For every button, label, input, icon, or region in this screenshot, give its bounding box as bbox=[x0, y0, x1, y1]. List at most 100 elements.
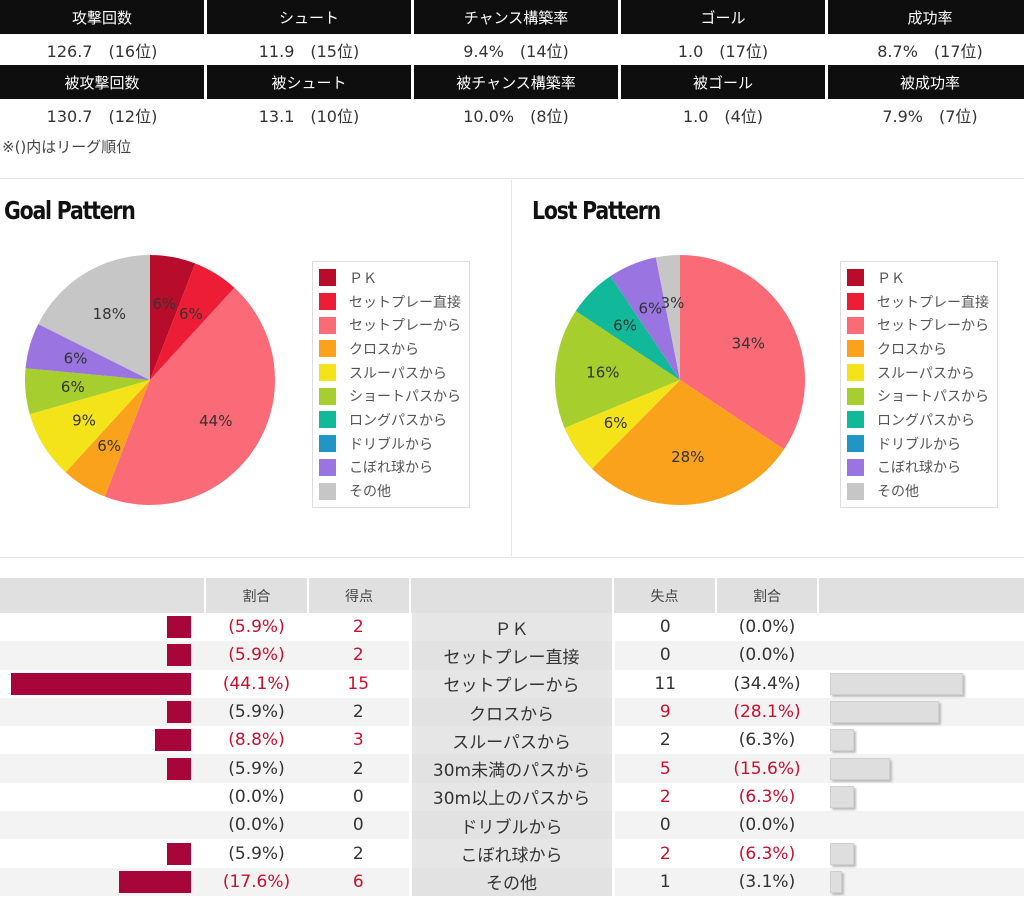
divider bbox=[0, 557, 1024, 558]
legend-item: ショートパスから bbox=[319, 384, 461, 408]
rank-note: ※()内はリーグ順位 bbox=[2, 138, 132, 156]
stats-value: 1.0 (4位) bbox=[682, 106, 764, 126]
goal-count: 2 bbox=[308, 641, 410, 670]
slice-label: 28% bbox=[671, 448, 704, 466]
goal-bar bbox=[166, 701, 191, 724]
lost-count: 2 bbox=[659, 730, 671, 751]
legend-label: ショートパスから bbox=[877, 389, 989, 406]
pie-slice bbox=[29, 380, 150, 473]
lost-bar bbox=[830, 729, 855, 752]
pie-slice bbox=[564, 380, 680, 469]
slice-label: 6% bbox=[604, 414, 628, 432]
stats-value: 8.7% (17位) bbox=[877, 41, 983, 61]
stats-value: 13.1 (10位) bbox=[258, 106, 360, 126]
goal-count: 0 bbox=[352, 786, 364, 807]
pie-slice bbox=[680, 255, 805, 450]
lost-pattern-title: Lost Pattern bbox=[532, 196, 661, 225]
stats-header-row: 攻撃回数 シュート チャンス構築率 ゴール 成功率 bbox=[0, 0, 1024, 34]
lost-bar bbox=[830, 842, 855, 865]
goal-bar-cell bbox=[0, 783, 205, 811]
stats-header: ゴール bbox=[621, 0, 825, 34]
stats-table: 攻撃回数 シュート チャンス構築率 ゴール 成功率 126.7 (16位) 11… bbox=[0, 0, 1024, 130]
table-row: (17.6%) 6 その他 1 (3.1%) bbox=[0, 867, 1024, 896]
legend-label: ＰＫ bbox=[349, 270, 377, 287]
stats-value: 10.0% (8位) bbox=[463, 106, 569, 126]
goal-bar bbox=[166, 757, 191, 780]
stats-value: 7.9% (7位) bbox=[882, 106, 978, 126]
header-cell bbox=[409, 578, 613, 613]
legend-swatch bbox=[319, 411, 336, 429]
lost-pct: (0.0%) bbox=[716, 811, 818, 840]
stats-header: 被チャンス構築率 bbox=[414, 65, 618, 99]
stats-header: 攻撃回数 bbox=[0, 0, 204, 34]
lost-count: 5 bbox=[613, 754, 716, 783]
goal-bar-cell bbox=[0, 641, 205, 670]
lost-count: 0 bbox=[659, 617, 671, 638]
legend-swatch bbox=[847, 364, 864, 382]
slice-label: 9% bbox=[72, 412, 96, 430]
header-cell: 失点 bbox=[612, 578, 716, 613]
legend-label: クロスから bbox=[349, 341, 419, 358]
goal-bar-cell bbox=[0, 697, 205, 727]
legend-swatch bbox=[847, 387, 864, 405]
slice-label: 6% bbox=[613, 316, 637, 334]
goal-bar-cell bbox=[0, 867, 205, 896]
legend-swatch bbox=[319, 458, 336, 476]
pattern-table-header: 割合 得点 失点 割合 bbox=[0, 578, 1024, 613]
goal-bar-cell bbox=[0, 839, 205, 867]
lost-count: 2 bbox=[659, 786, 671, 807]
goal-count: 3 bbox=[352, 730, 364, 751]
legend-label: こぼれ球から bbox=[877, 460, 961, 477]
legend-item: ＰＫ bbox=[847, 266, 989, 290]
goal-bar-cell bbox=[0, 670, 205, 698]
goal-count: 15 bbox=[347, 673, 370, 694]
legend-label: ショートパスから bbox=[349, 389, 461, 406]
lost-count: 2 bbox=[659, 843, 671, 864]
lost-pct: (6.3%) bbox=[738, 786, 796, 807]
header-cell: 割合 bbox=[715, 578, 818, 613]
pie-slice bbox=[104, 287, 276, 506]
lost-bar-cell bbox=[818, 867, 1024, 896]
goal-count: 2 bbox=[308, 754, 410, 783]
header-cell bbox=[817, 578, 1024, 613]
goal-bar bbox=[119, 870, 191, 893]
legend-label: セットプレーから bbox=[349, 318, 461, 335]
goal-pct: (0.0%) bbox=[205, 811, 308, 840]
legend-swatch bbox=[319, 269, 336, 287]
legend-label: その他 bbox=[877, 484, 919, 501]
lost-count: 1 bbox=[613, 867, 716, 896]
slice-label: 3% bbox=[661, 294, 685, 312]
header-cell bbox=[0, 578, 205, 613]
pie-slice bbox=[610, 257, 680, 380]
lost-pattern-pie: 34%28%6%16%6%6%3% bbox=[555, 255, 805, 505]
header-cell: 割合 bbox=[204, 578, 308, 613]
divider bbox=[511, 180, 512, 556]
legend-label: ドリブルから bbox=[349, 436, 433, 453]
stats-value-row: 130.7 (12位) 13.1 (10位) 10.0% (8位) 1.0 (4… bbox=[0, 99, 1024, 130]
slice-label: 6% bbox=[97, 437, 121, 455]
goal-bar bbox=[11, 672, 191, 695]
lost-bar-cell bbox=[818, 641, 1024, 670]
stats-value: 9.4% (14位) bbox=[463, 41, 569, 61]
category-label: こぼれ球から bbox=[408, 839, 615, 868]
slice-label: 6% bbox=[179, 305, 203, 323]
goal-bar-cell bbox=[0, 754, 205, 783]
legend-swatch bbox=[847, 435, 864, 453]
lost-bar-cell bbox=[818, 726, 1024, 754]
slice-label: 6% bbox=[152, 295, 176, 313]
pie-slice bbox=[65, 380, 150, 497]
slice-label: 6% bbox=[61, 378, 85, 396]
legend-item: こぼれ球から bbox=[319, 456, 461, 480]
table-row: (5.9%) 2 セットプレー直接 0 (0.0%) bbox=[0, 641, 1024, 670]
goal-pct: (5.9%) bbox=[228, 843, 285, 864]
category-label: セットプレーから bbox=[408, 669, 615, 698]
category-label: ドリブルから bbox=[408, 811, 615, 840]
goal-pct: (5.9%) bbox=[205, 641, 308, 670]
stats-header: 被シュート bbox=[207, 65, 411, 99]
legend-swatch bbox=[319, 316, 336, 334]
lost-count: 9 bbox=[613, 697, 716, 727]
legend-item: スルーパスから bbox=[847, 361, 989, 385]
legend-swatch bbox=[847, 269, 864, 287]
table-row: (8.8%) 3 スルーパスから 2 (6.3%) bbox=[0, 726, 1024, 755]
legend-label: ドリブルから bbox=[877, 436, 961, 453]
